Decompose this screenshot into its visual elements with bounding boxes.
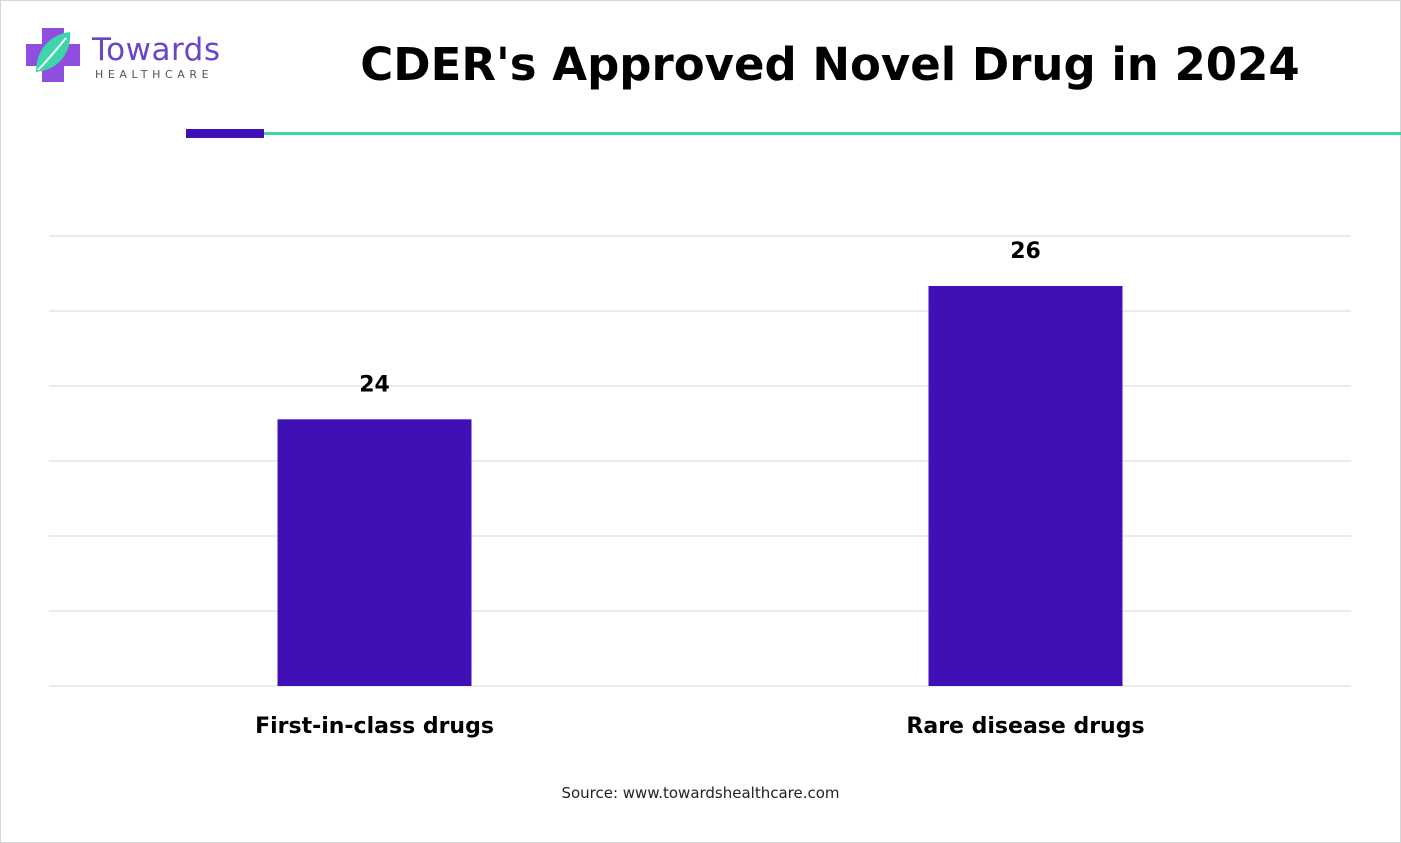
data-label-0: 24	[359, 372, 390, 397]
bar-1	[928, 286, 1123, 686]
category-label-1: Rare disease drugs	[906, 714, 1144, 739]
medical-cross-leaf-icon	[26, 28, 80, 82]
brand-logo: Towards HEALTHCARE	[22, 24, 252, 88]
title-rule-accent	[186, 129, 264, 138]
brand-subtitle: HEALTHCARE	[95, 68, 214, 81]
bar-0	[277, 419, 472, 686]
category-label-0: First-in-class drugs	[255, 714, 494, 739]
data-label-1: 26	[1010, 239, 1041, 264]
brand-name: Towards	[92, 32, 221, 68]
chart-title: CDER's Approved Novel Drug in 2024	[360, 38, 1300, 91]
source-note: Source: www.towardshealthcare.com	[561, 784, 840, 802]
title-rule-line	[264, 132, 1401, 135]
bar-chart: 24 First-in-class drugs 26 Rare disease dru…	[49, 235, 1351, 739]
